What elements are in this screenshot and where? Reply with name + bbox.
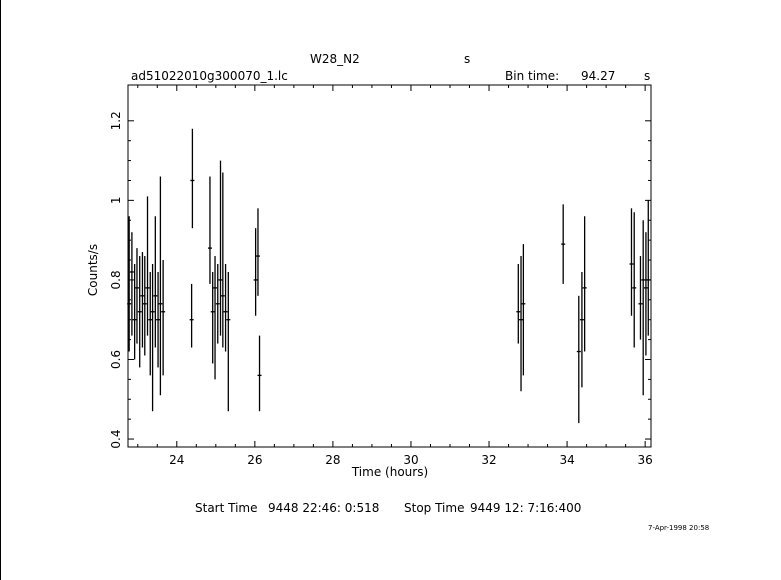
data-point [215, 264, 220, 344]
x-tick-label: 28 [325, 453, 340, 467]
data-point [190, 128, 195, 229]
x-tick-label: 34 [559, 453, 574, 467]
start-time-label: Start Time [195, 501, 258, 515]
data-point [132, 264, 137, 360]
data-point [632, 212, 637, 348]
data-point [129, 232, 134, 336]
x-tick-label: 24 [169, 453, 184, 467]
data-point [140, 252, 145, 348]
data-point [646, 200, 651, 336]
plot-frame [127, 84, 652, 448]
data-point [153, 216, 158, 348]
file-name: ad51022010g300070_1.lc [131, 69, 288, 83]
data-point [257, 335, 262, 412]
x-tick-label: 30 [403, 453, 418, 467]
x-axis-ticks: 24 26 28 30 32 34 36 [137, 85, 653, 467]
data-point [629, 208, 634, 316]
data-point [638, 256, 643, 340]
data-point [210, 271, 215, 364]
data-point [519, 256, 524, 392]
data-point [145, 196, 150, 336]
data-point [156, 271, 161, 368]
stop-time-label: Stop Time [404, 501, 465, 515]
data-point [253, 228, 258, 316]
data-point [255, 208, 260, 296]
date-stamp: 7-Apr-1998 20:58 [648, 524, 710, 532]
bin-time-value: 94.27 [581, 69, 616, 83]
data-point [150, 264, 155, 412]
data-point [582, 216, 587, 352]
data-point [189, 283, 194, 348]
data-point [137, 256, 142, 368]
y-axis-label: Counts/s [86, 244, 100, 296]
data-point [218, 160, 223, 336]
y-tick-label: 0.4 [109, 429, 123, 448]
data-point [148, 271, 153, 376]
start-time-value: 9448 22:46: 0:518 [268, 501, 380, 515]
x-tick-label: 26 [247, 453, 262, 467]
x-tick-label: 32 [481, 453, 496, 467]
data-point [521, 244, 526, 376]
y-tick-label: 1.2 [109, 111, 123, 130]
data-point [641, 220, 646, 396]
y-tick-label: 0.8 [109, 270, 123, 289]
data-point [223, 264, 228, 352]
data-marks [127, 128, 651, 424]
data-point [158, 176, 163, 396]
left-border-line [0, 0, 1, 580]
data-point [220, 172, 225, 348]
data-point [643, 232, 648, 356]
data-point [226, 271, 231, 412]
y-axis-ticks: 0.4 0.6 0.8 1 1.2 [109, 111, 651, 449]
x-tick-label: 36 [638, 453, 653, 467]
object-name: W28_N2 [310, 52, 360, 66]
object-unit: s [464, 52, 471, 66]
data-point [142, 256, 147, 356]
data-point [134, 248, 139, 344]
y-tick-label: 1 [109, 197, 123, 205]
x-axis-label: Time (hours) [351, 465, 428, 479]
data-point [576, 295, 581, 424]
data-point [127, 216, 132, 352]
bin-time-unit: s [644, 69, 651, 83]
data-point [213, 256, 218, 380]
data-point [516, 264, 521, 344]
bin-time-label: Bin time: [505, 69, 560, 83]
data-point [561, 204, 566, 284]
stop-time-value: 9449 12: 7:16:400 [470, 501, 582, 515]
data-point [579, 271, 584, 388]
data-point [161, 260, 166, 376]
y-tick-label: 0.6 [109, 350, 123, 369]
data-point [207, 176, 212, 284]
